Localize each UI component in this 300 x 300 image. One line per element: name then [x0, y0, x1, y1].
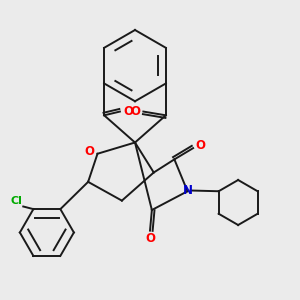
- Text: O: O: [84, 146, 94, 158]
- Text: N: N: [183, 184, 193, 197]
- Text: O: O: [123, 105, 133, 118]
- Text: Cl: Cl: [10, 196, 22, 206]
- Text: O: O: [130, 105, 140, 118]
- Text: O: O: [196, 139, 206, 152]
- Text: O: O: [145, 232, 155, 245]
